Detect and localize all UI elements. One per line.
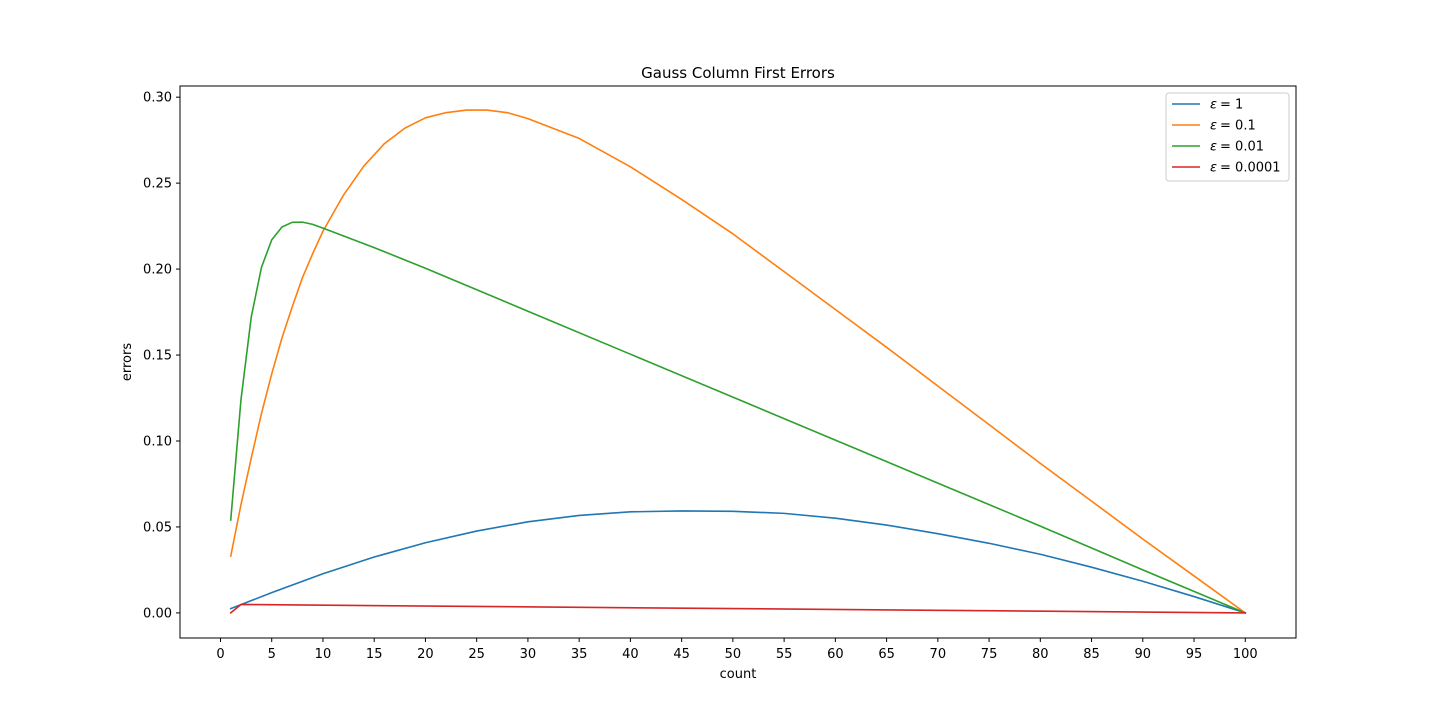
legend-frame: [1165, 92, 1290, 182]
plot-frame: [179, 85, 1297, 639]
x-tick-label: 5: [268, 647, 276, 662]
x-tick-label: 35: [571, 647, 588, 662]
x-tick-label: 15: [366, 647, 383, 662]
y-tick-label: 0.00: [143, 606, 172, 621]
x-tick-label: 25: [468, 647, 485, 662]
x-axis: 0 5 10 15 20 25 30 35 40 45 50 55 60 65 70 75 80 85 90 95 10…: [216, 638, 1258, 662]
x-tick-label: 85: [1083, 647, 1100, 662]
y-tick-label: 0.25: [143, 177, 172, 192]
x-tick-label: 10: [315, 647, 332, 662]
legend-value: = 1: [1220, 98, 1243, 113]
epsilon-symbol: ε: [1210, 119, 1217, 134]
legend: ε = 1ε = 0.1ε = 0.01ε = 0.0001: [1165, 92, 1290, 182]
x-tick-label: 100: [1233, 647, 1258, 662]
x-axis-label: count: [720, 667, 757, 682]
legend-label-3: ε = 0.0001: [1210, 161, 1281, 176]
x-tick-label: 20: [417, 647, 434, 662]
series-line-3: [229, 603, 1247, 615]
x-tick-label: 90: [1135, 647, 1152, 662]
x-tick-label: 0: [216, 647, 224, 662]
x-tick-label: 40: [622, 647, 639, 662]
x-tick-label: 55: [776, 647, 793, 662]
y-axis-label: errors: [120, 343, 135, 381]
x-tick-label: 65: [878, 647, 895, 662]
series-line-0: [229, 510, 1247, 614]
legend-value: = 0.0001: [1220, 161, 1281, 176]
y-tick-label: 0.15: [143, 349, 172, 364]
y-tick-label: 0.20: [143, 263, 172, 278]
plot-area-background: [180, 86, 1296, 638]
legend-value: = 0.01: [1220, 140, 1264, 155]
x-tick-label: 50: [725, 647, 742, 662]
y-tick-label: 0.10: [143, 434, 172, 449]
x-tick-label: 95: [1186, 647, 1203, 662]
legend-label-2: ε = 0.01: [1210, 140, 1264, 155]
x-tick-label: 80: [1032, 647, 1049, 662]
y-tick-label: 0.05: [143, 520, 172, 535]
x-tick-label: 45: [673, 647, 690, 662]
x-tick-label: 75: [981, 647, 998, 662]
y-tick-label: 0.30: [143, 91, 172, 106]
epsilon-symbol: ε: [1210, 98, 1217, 113]
chart-title: Gauss Column First Errors: [641, 64, 835, 82]
x-tick-label: 70: [930, 647, 947, 662]
series-line-1: [229, 109, 1247, 615]
legend-value: = 0.1: [1220, 119, 1256, 134]
y-axis: 0.00 0.05 0.10 0.15 0.20 0.25 0.30: [143, 91, 180, 621]
x-tick-label: 30: [520, 647, 537, 662]
legend-label-1: ε = 0.1: [1210, 119, 1256, 134]
x-tick-label: 60: [827, 647, 844, 662]
epsilon-symbol: ε: [1210, 140, 1217, 155]
legend-label-0: ε = 1: [1210, 98, 1243, 113]
epsilon-symbol: ε: [1210, 161, 1217, 176]
series-layer: [229, 109, 1247, 615]
series-line-2: [229, 221, 1247, 614]
